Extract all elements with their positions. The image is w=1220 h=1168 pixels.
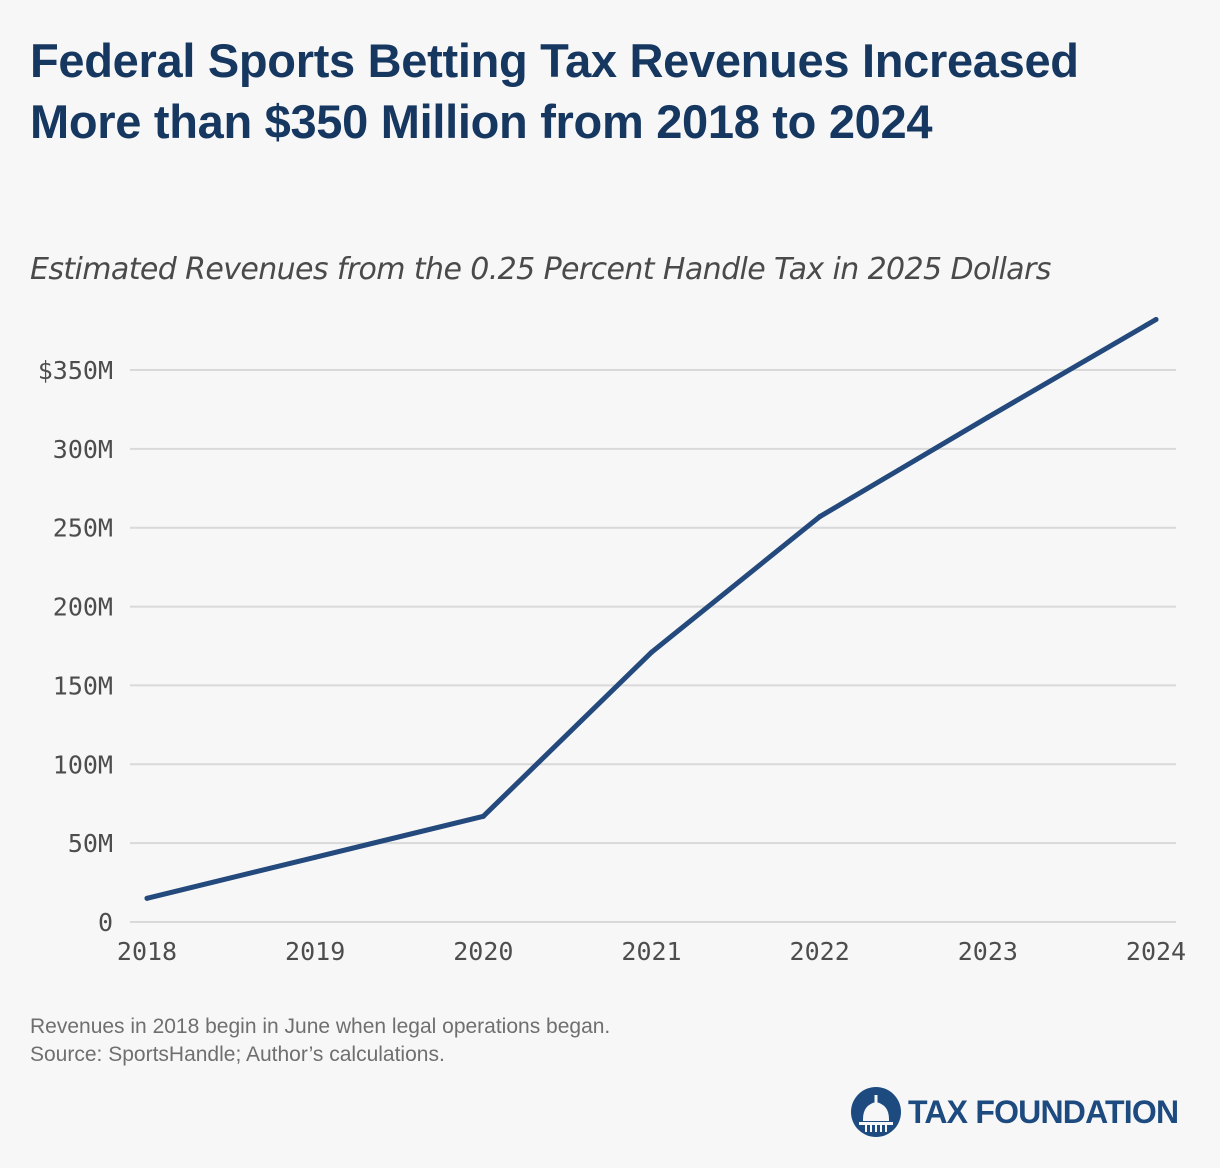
x-tick-label: 2019 bbox=[285, 937, 345, 966]
x-tick-label: 2020 bbox=[453, 937, 513, 966]
chart-title: Federal Sports Betting Tax Revenues Incr… bbox=[30, 34, 1079, 148]
y-tick-label: 300M bbox=[53, 435, 113, 464]
data-point bbox=[480, 813, 486, 819]
x-tick-label: 2024 bbox=[1126, 937, 1186, 966]
chart-notes: Revenues in 2018 begin in June when lega… bbox=[30, 1013, 610, 1069]
data-point bbox=[817, 514, 823, 520]
data-point bbox=[985, 414, 991, 420]
chart-subtitle: Estimated Revenues from the 0.25 Percent… bbox=[30, 252, 1051, 287]
y-tick-label: $350M bbox=[38, 356, 113, 385]
y-tick-label: 0 bbox=[98, 908, 113, 937]
y-tick-label: 50M bbox=[68, 829, 113, 858]
x-tick-label: 2023 bbox=[958, 937, 1018, 966]
note-text: Revenues in 2018 begin in June when lega… bbox=[30, 1015, 611, 1038]
y-tick-label: 200M bbox=[53, 593, 113, 622]
y-tick-label: 100M bbox=[53, 750, 113, 779]
data-point bbox=[144, 895, 150, 901]
capitol-dome-icon bbox=[851, 1087, 901, 1137]
x-tick-label: 2022 bbox=[790, 937, 850, 966]
data-point bbox=[312, 854, 318, 860]
series-line bbox=[144, 317, 1159, 901]
y-tick-label: 250M bbox=[53, 514, 113, 543]
logo-text: TAX FOUNDATION bbox=[908, 1093, 1179, 1130]
gridlines bbox=[130, 369, 1176, 923]
source-text: Source: SportsHandle; Author’s calculati… bbox=[30, 1043, 445, 1066]
data-point bbox=[1153, 317, 1159, 323]
data-point bbox=[649, 649, 654, 655]
y-tick-label: 150M bbox=[53, 671, 113, 700]
series-layer bbox=[144, 317, 1159, 901]
x-tick-label: 2021 bbox=[621, 937, 681, 966]
tax-foundation-logo[interactable]: TAX FOUNDATION bbox=[850, 1087, 1179, 1137]
x-axis-labels: 2018 2019 2020 2021 2022 2023 2024 bbox=[117, 937, 1186, 966]
y-axis-labels: 0 50M 100M 150M 200M 250M 300M $350M bbox=[38, 356, 113, 937]
x-tick-label: 2018 bbox=[117, 937, 177, 966]
